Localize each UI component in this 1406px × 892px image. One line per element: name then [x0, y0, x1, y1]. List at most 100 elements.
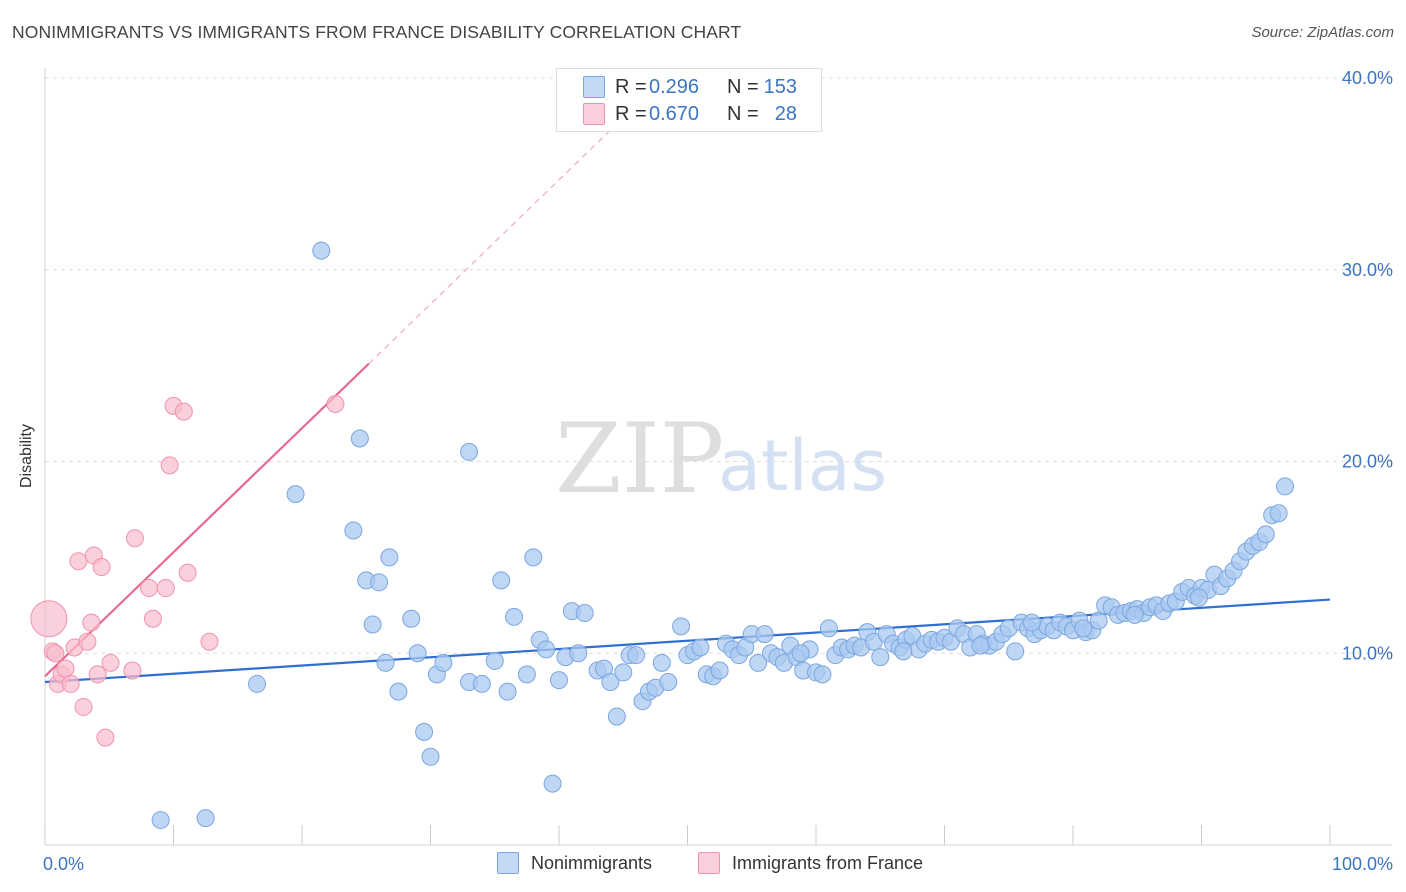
immigrant-france-point [88, 665, 107, 684]
legend-item-immigrants-france[interactable]: Immigrants from France [698, 852, 923, 874]
watermark-atlas: atlas [718, 425, 887, 507]
immigrant-france-point [82, 613, 101, 632]
immigrant-france-point [101, 653, 120, 672]
nonimmigrant-point [472, 674, 491, 693]
legend-swatch-pink [698, 852, 720, 874]
immigrant-france-point [46, 644, 65, 663]
immigrant-france-point [125, 529, 144, 548]
nonimmigrant-point [749, 653, 768, 672]
immigrant-france-point [326, 394, 345, 413]
nonimmigrant-point [569, 644, 588, 663]
nonimmigrant-point [196, 809, 215, 828]
nonimmigrant-point [485, 651, 504, 670]
nonimmigrant-point [286, 485, 305, 504]
r-value: 0.296 [649, 75, 700, 98]
nonimmigrant-point [151, 811, 170, 830]
nonimmigrant-point [1074, 619, 1093, 638]
immigrant-france-point [30, 600, 68, 638]
nonimmigrant-point [517, 665, 536, 684]
legend-label-nonimmigrants: Nonimmigrants [531, 852, 653, 873]
nonimmigrant-point [627, 646, 646, 665]
nonimmigrant-point [652, 653, 671, 672]
grid-lines [45, 77, 1392, 654]
nonimmigrant-point [971, 636, 990, 655]
immigrant-france-point [178, 563, 197, 582]
r-value: 0.670 [649, 102, 700, 125]
immigrant-france-point [96, 728, 115, 747]
n-label: N = [727, 75, 759, 98]
nonimmigrant-point [710, 661, 729, 680]
nonimmigrant-point [1269, 504, 1288, 523]
nonimmigrant-point [402, 609, 421, 628]
legend-row-immigrants-france: R = 0.670 N = 28 [557, 101, 821, 127]
nonimmigrant-point [755, 625, 774, 644]
immigrant-france-point [200, 632, 219, 651]
chart-title: NONIMMIGRANTS VS IMMIGRANTS FROM FRANCE … [12, 22, 742, 42]
nonimmigrant-point [380, 548, 399, 567]
immigrant-france-point [156, 579, 175, 598]
immigrant-france-point [160, 456, 179, 475]
nonimmigrant-point [1189, 588, 1208, 607]
correlation-legend: R = 0.296 N = 153 R = 0.670 N = 28 [556, 68, 822, 132]
legend-swatch-blue [583, 76, 605, 98]
x-tick-label: 0.0% [43, 854, 84, 874]
nonimmigrant-point [524, 548, 543, 567]
nonimmigrant-point [672, 617, 691, 636]
y-tick-label: 20.0% [1342, 452, 1393, 472]
watermark-zip: ZIP [555, 403, 724, 515]
legend-swatch-blue [497, 852, 519, 874]
nonimmigrant-point [813, 665, 832, 684]
y-tick-label: 30.0% [1342, 260, 1393, 280]
immigrant-france-point [69, 552, 88, 571]
nonimmigrant-point [421, 747, 440, 766]
nonimmigrant-point [601, 673, 620, 692]
r-label: R = [615, 75, 647, 98]
nonimmigrant-point [370, 573, 389, 592]
immigrant-france-point [123, 661, 142, 680]
nonimmigrant-point [344, 521, 363, 540]
nonimmigrant-point [550, 671, 568, 690]
immigrant-france-point [61, 674, 80, 693]
nonimmigrant-point [350, 429, 369, 448]
nonimmigrant-point [498, 682, 517, 701]
nonimmigrant-point [1022, 613, 1041, 632]
nonimmigrant-point [543, 774, 562, 793]
nonimmigrant-point [1089, 611, 1108, 630]
nonimmigrant-point [1006, 642, 1025, 661]
y-tick-label: 40.0% [1342, 68, 1393, 88]
nonimmigrant-point [248, 674, 267, 693]
r-label: R = [615, 102, 647, 125]
nonimmigrant-point [505, 607, 524, 626]
nonimmigrant-point [1125, 605, 1144, 624]
tick-labels: 10.0% 20.0% 30.0% 40.0% 0.0% 100.0% [43, 68, 1393, 874]
legend-item-nonimmigrants[interactable]: Nonimmigrants [497, 852, 652, 874]
immigrant-france-point [92, 557, 111, 576]
nonimmigrant-point [819, 619, 838, 638]
legend-row-nonimmigrants: R = 0.296 N = 153 [557, 74, 821, 100]
nonimmigrant-point [434, 653, 453, 672]
nonimmigrant-point [492, 571, 511, 590]
nonimmigrant-point [607, 707, 626, 726]
legend-label-immigrants-france: Immigrants from France [732, 852, 924, 873]
nonimmigrant-point [614, 663, 633, 682]
nonimmigrant-point [1276, 477, 1295, 496]
nonimmigrant-point [659, 673, 678, 692]
nonimmigrant-point [1256, 525, 1275, 544]
nonimmigrant-point [791, 644, 810, 663]
nonimmigrant-point [376, 653, 395, 672]
legend-swatch-pink [583, 103, 605, 125]
immigrant-france-point [174, 402, 193, 421]
watermark: ZIP atlas [555, 403, 887, 515]
nonimmigrant-point [894, 642, 913, 661]
nonimmigrant-point [537, 640, 556, 659]
nonimmigrant-point [871, 648, 890, 667]
immigrant-france-point [140, 579, 159, 598]
x-tick-label: 100.0% [1332, 854, 1393, 874]
nonimmigrant-point [415, 722, 434, 741]
source-label: Source: ZipAtlas.com [1251, 24, 1394, 41]
n-value: 28 [774, 102, 797, 125]
trend-line-immigrants-france-extension [368, 123, 618, 365]
nonimmigrant-point [389, 682, 408, 701]
nonimmigrant-point [691, 638, 710, 657]
